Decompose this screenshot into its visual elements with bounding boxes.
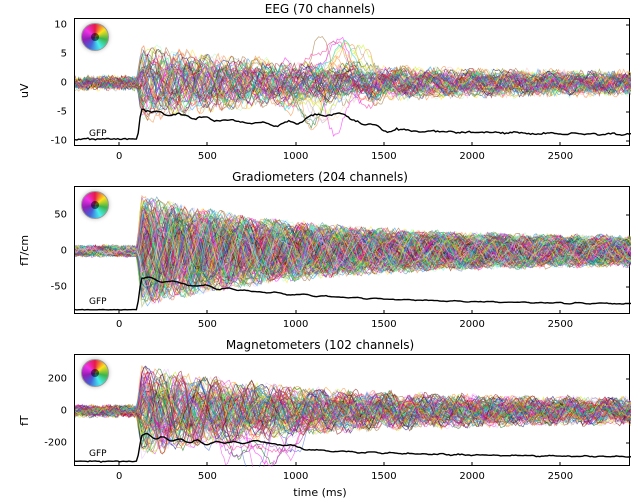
panel-eeg: EEG (70 channels)-10-5051005001000150020… [0, 18, 640, 146]
xtick-label: 2000 [459, 319, 484, 330]
xtick-label: 2500 [548, 471, 573, 482]
ytick-label: 0 [61, 406, 67, 417]
y-axis-label: fT [18, 415, 31, 426]
ytick-label: 0 [61, 78, 67, 89]
xtick-label: 2500 [548, 151, 573, 162]
y-axis-label: uV [18, 84, 31, 99]
xtick-label: 1000 [283, 319, 308, 330]
xtick-label: 0 [116, 319, 122, 330]
xtick-label: 1000 [283, 471, 308, 482]
xtick-label: 500 [198, 471, 217, 482]
ytick-label: 50 [54, 210, 67, 221]
ytick-label: 200 [48, 374, 67, 385]
x-axis-label: time (ms) [0, 486, 640, 499]
xtick-label: 0 [116, 471, 122, 482]
xtick-label: 1000 [283, 151, 308, 162]
panel-title: EEG (70 channels) [0, 2, 640, 16]
ytick-label: 0 [61, 246, 67, 257]
xtick-label: 1500 [371, 471, 396, 482]
xtick-label: 2500 [548, 319, 573, 330]
ytick-label: -5 [57, 107, 67, 118]
plot-area: -5005005001000150020002500GFP [74, 186, 630, 314]
xtick-label: 2000 [459, 471, 484, 482]
ytick-label: -50 [51, 281, 67, 292]
series-svg [75, 355, 631, 467]
xtick-label: 2000 [459, 151, 484, 162]
plot-area: -10-5051005001000150020002500GFP [74, 18, 630, 146]
series-svg [75, 19, 631, 147]
panel-title: Gradiometers (204 channels) [0, 170, 640, 184]
xtick-label: 500 [198, 151, 217, 162]
ytick-label: 5 [61, 48, 67, 59]
series-svg [75, 187, 631, 315]
xtick-label: 1500 [371, 151, 396, 162]
panel-mag: Magnetometers (102 channels)-20002000500… [0, 354, 640, 466]
ytick-label: -200 [44, 438, 67, 449]
plot-area: -200020005001000150020002500GFP [74, 354, 630, 466]
panel-title: Magnetometers (102 channels) [0, 338, 640, 352]
panel-grad: Gradiometers (204 channels)-500500500100… [0, 186, 640, 314]
xtick-label: 500 [198, 319, 217, 330]
xtick-label: 1500 [371, 319, 396, 330]
y-axis-label: fT/cm [18, 235, 31, 266]
ytick-label: -10 [51, 136, 67, 147]
xtick-label: 0 [116, 151, 122, 162]
ytick-label: 10 [54, 19, 67, 30]
